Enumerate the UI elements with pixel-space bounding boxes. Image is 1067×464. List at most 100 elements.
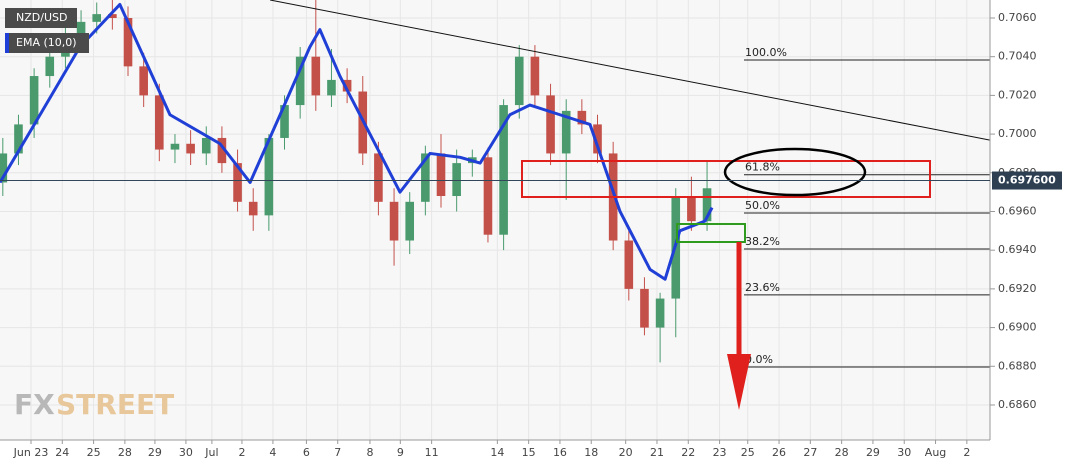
candle-body [452,163,461,197]
x-tick-label: 2 [963,446,970,459]
x-tick-label: Aug [925,446,946,459]
candle-body [421,153,430,202]
last-price-box [992,171,1062,190]
candle-body [342,79,352,92]
candle-body [483,157,493,235]
x-tick-label: 24 [55,446,69,459]
y-tick-label: 0.7060 [998,11,1037,24]
candle-body [514,56,524,106]
y-tick-label: 0.6900 [998,321,1037,334]
candle-body [436,153,446,197]
candle-body [108,14,117,18]
candle-body [561,110,571,154]
x-tick-label: 16 [553,446,567,459]
x-tick-label: 9 [397,446,404,459]
candle-body [201,137,211,154]
fib-label: 23.6% [745,281,780,294]
candle-body [593,124,602,154]
fib-label: 0.0% [745,353,773,366]
candle-body [640,288,649,328]
x-tick-label: 29 [148,446,162,459]
x-tick-label: 30 [179,446,193,459]
y-tick-label: 0.6920 [998,282,1037,295]
fib-label: 61.8% [745,161,780,174]
candle-body [76,21,86,38]
candle-body [0,153,8,183]
candle-body [264,137,274,216]
y-tick-label: 0.7000 [998,127,1037,140]
y-tick-label: 0.6960 [998,204,1037,217]
candle-body [389,201,399,241]
candle-body [546,95,555,154]
fib-label: 50.0% [745,199,780,212]
legend-symbol: NZD/USD [16,11,67,24]
x-tick-label: 11 [425,446,439,459]
x-tick-label: 15 [522,446,536,459]
x-tick-label: 29 [866,446,880,459]
x-tick-label: 28 [118,446,132,459]
candle-body [29,76,39,125]
x-tick-label: 8 [366,446,373,459]
watermark-fx: FX [14,388,55,421]
candle-body [14,124,23,154]
x-tick-label: 7 [334,446,341,459]
candle-body [702,188,712,222]
x-tick-label: 14 [490,446,504,459]
fib-label: 100.0% [745,46,787,59]
y-tick-label: 0.7040 [998,50,1037,63]
candle-body [248,201,258,216]
legend-ema-swatch [5,33,9,53]
candle-body [577,110,587,125]
arrow-head [727,354,751,410]
candle-body [155,95,164,150]
x-tick-label: 30 [897,446,911,459]
candle-body [405,201,415,241]
candle-body [374,153,383,202]
y-tick-label: 0.7020 [998,88,1037,101]
candle-body [45,56,55,77]
candle-body [280,105,289,138]
candle-body [139,66,148,96]
x-tick-label: 6 [303,446,310,459]
candle-body [655,298,665,328]
candle-body [295,56,305,106]
candle-body [499,105,508,235]
support-box [676,223,746,243]
highlight-ellipse [723,147,867,197]
candle-body [233,163,242,202]
candle-body [186,143,195,154]
x-tick-label: 25 [741,446,755,459]
ema-line [0,2,714,281]
candle-body [311,56,321,96]
trendline [270,0,991,141]
watermark-street: STREET [56,388,174,421]
x-tick-label: 2 [238,446,245,459]
candle-body [530,56,540,96]
legend-symbol-box [5,8,77,28]
candle-body [123,17,133,67]
x-tick-label: 26 [772,446,786,459]
fib-label: 38.2% [745,235,780,248]
x-tick-label: 22 [681,446,695,459]
x-tick-label: 27 [803,446,817,459]
legend-ema: EMA (10,0) [16,36,77,49]
x-tick-label: 25 [87,446,101,459]
x-tick-label: 23 [713,446,727,459]
y-tick-label: 0.6940 [998,243,1037,256]
legend-ema-box [5,33,89,53]
x-tick-label: 20 [619,446,633,459]
x-tick-label: 28 [835,446,849,459]
y-tick-label: 0.6860 [998,398,1037,411]
candle-body [170,143,180,150]
x-tick-label: Jul [204,446,218,459]
resistance-box [521,160,931,198]
candle-body [92,14,102,22]
candle-body [687,196,696,222]
x-tick-label: 18 [584,446,598,459]
last-price-label: 0.697600 [998,174,1056,187]
y-tick-label: 0.6880 [998,359,1037,372]
candle-body [327,79,336,96]
